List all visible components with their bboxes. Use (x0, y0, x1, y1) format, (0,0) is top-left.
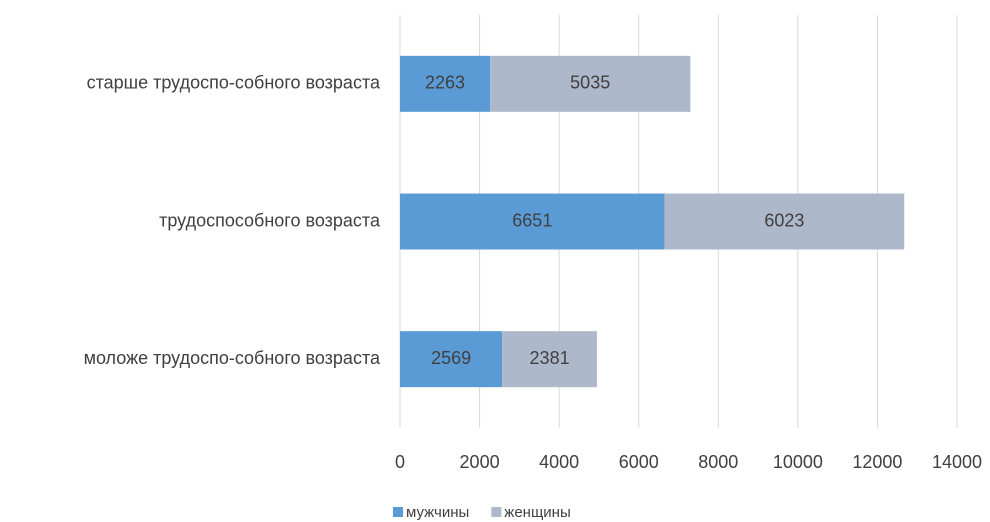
x-tick-label: 14000 (932, 452, 982, 472)
x-tick-label: 10000 (773, 452, 823, 472)
legend-label: женщины (504, 504, 570, 521)
bar-segment (400, 331, 503, 388)
x-tick-label: 4000 (539, 452, 579, 472)
legend-marker (491, 507, 502, 517)
value-label: 2263 (425, 73, 465, 93)
x-tick-label: 8000 (698, 452, 738, 472)
bar-segment (502, 331, 597, 388)
value-label: 2381 (530, 348, 570, 368)
value-label: 6023 (764, 210, 804, 230)
x-tick-label: 12000 (852, 452, 902, 472)
bar-segment (490, 55, 691, 112)
value-label: 2569 (431, 348, 471, 368)
x-tick-label: 2000 (460, 452, 500, 472)
legend-label: мужчины (406, 504, 469, 521)
category-label: трудоспособного возраста (159, 210, 381, 230)
x-tick-label: 6000 (619, 452, 659, 472)
value-label: 5035 (570, 73, 610, 93)
bar-segment (400, 55, 491, 112)
bar-segment (664, 193, 905, 250)
category-label: старше трудоспо-собного возраста (87, 73, 381, 93)
bar-segment (400, 193, 665, 250)
x-tick-label: 0 (395, 452, 405, 472)
category-label: моложе трудоспо-собного возраста (84, 348, 381, 368)
legend-marker (393, 507, 403, 517)
value-label: 6651 (512, 210, 552, 230)
